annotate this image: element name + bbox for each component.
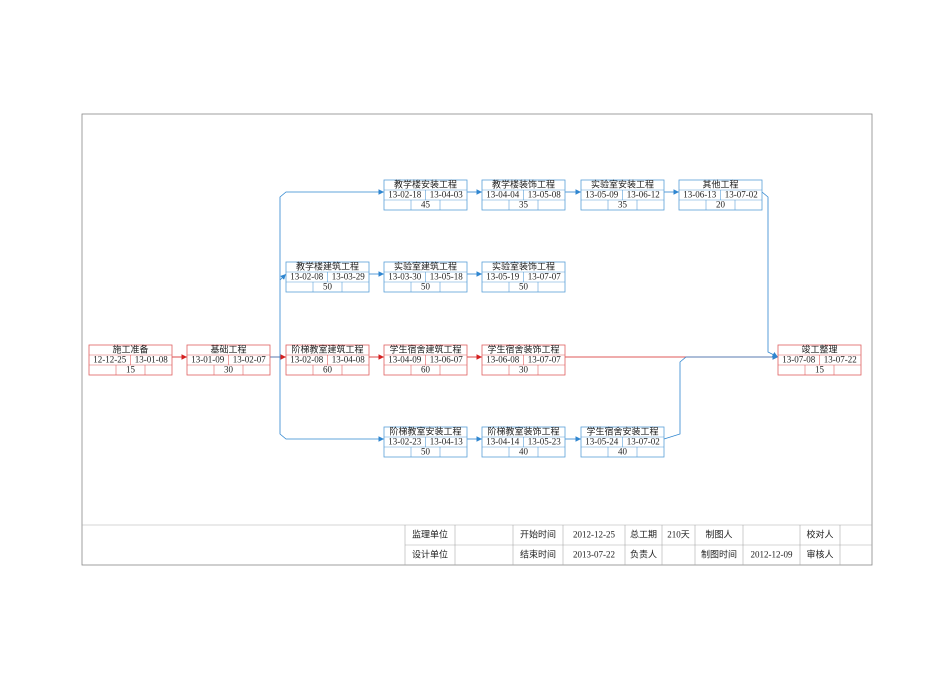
node-start: 13-02-08 bbox=[290, 355, 323, 365]
node-end: 13-06-12 bbox=[627, 190, 660, 200]
node-name: 教学楼装饰工程 bbox=[492, 179, 555, 190]
node-start: 13-03-30 bbox=[388, 272, 421, 282]
node-duration: 30 bbox=[519, 365, 529, 375]
title-block-cell: 210天 bbox=[667, 530, 690, 540]
title-block-cell: 2013-07-22 bbox=[573, 550, 615, 560]
node-name: 教学楼建筑工程 bbox=[296, 261, 359, 272]
title-block-cell: 负责人 bbox=[630, 549, 657, 560]
title-block-cell: 审核人 bbox=[806, 549, 833, 560]
title-block-cell: 监理单位 bbox=[412, 529, 448, 540]
node-end: 13-06-07 bbox=[430, 355, 463, 365]
node-name: 实验室安装工程 bbox=[591, 179, 654, 190]
node-duration: 30 bbox=[224, 365, 234, 375]
title-block-cell: 制图人 bbox=[705, 529, 732, 540]
node-duration: 15 bbox=[815, 365, 825, 375]
node-name: 学生宿舍建筑工程 bbox=[389, 344, 461, 355]
title-block-cell: 2012-12-25 bbox=[573, 530, 615, 540]
node-duration: 40 bbox=[618, 447, 628, 457]
edge bbox=[279, 273, 287, 281]
node-start: 13-02-08 bbox=[290, 272, 323, 282]
node-start: 13-06-13 bbox=[683, 190, 716, 200]
node-duration: 50 bbox=[519, 282, 529, 292]
title-block-cell: 设计单位 bbox=[412, 549, 448, 560]
node-name: 竣工整理 bbox=[801, 344, 837, 355]
node-name: 阶梯教室装饰工程 bbox=[487, 426, 559, 437]
node-start: 13-02-18 bbox=[388, 190, 421, 200]
edge bbox=[761, 191, 779, 358]
node-duration: 40 bbox=[519, 447, 529, 457]
node-start: 13-04-09 bbox=[388, 355, 421, 365]
node-name: 实验室建筑工程 bbox=[394, 261, 457, 272]
node-start: 13-05-24 bbox=[585, 437, 618, 447]
node-end: 13-05-18 bbox=[430, 272, 463, 282]
node-name: 施工准备 bbox=[112, 344, 148, 355]
node-end: 13-07-07 bbox=[528, 272, 561, 282]
node-start: 13-04-04 bbox=[486, 190, 519, 200]
frame bbox=[81, 113, 873, 566]
node-end: 13-02-07 bbox=[233, 355, 266, 365]
node-duration: 20 bbox=[716, 200, 726, 210]
node-duration: 60 bbox=[323, 365, 333, 375]
node-name: 阶梯教室安装工程 bbox=[389, 426, 461, 437]
node-name: 学生宿舍装饰工程 bbox=[487, 344, 559, 355]
title-block-cell: 总工期 bbox=[630, 529, 657, 540]
node-start: 13-01-09 bbox=[191, 355, 224, 365]
node-start: 13-04-14 bbox=[486, 437, 519, 447]
node-end: 13-03-29 bbox=[332, 272, 365, 282]
node-end: 13-07-02 bbox=[725, 190, 758, 200]
node-duration: 45 bbox=[421, 200, 431, 210]
edge bbox=[279, 357, 384, 442]
node-end: 13-04-08 bbox=[332, 355, 365, 365]
node-end: 13-04-13 bbox=[430, 437, 463, 447]
node-start: 13-07-08 bbox=[782, 355, 815, 365]
node-name: 阶梯教室建筑工程 bbox=[291, 344, 363, 355]
node-start: 13-02-23 bbox=[388, 437, 421, 447]
node-start: 12-12-25 bbox=[93, 355, 126, 365]
node-name: 学生宿舍安装工程 bbox=[586, 426, 658, 437]
node-end: 13-01-08 bbox=[135, 355, 168, 365]
title-block-cell: 校对人 bbox=[806, 529, 833, 540]
node-end: 13-07-02 bbox=[627, 437, 660, 447]
title-block-cell: 制图时间 bbox=[701, 549, 737, 560]
node-start: 13-05-09 bbox=[585, 190, 618, 200]
node-duration: 50 bbox=[421, 282, 431, 292]
node-end: 13-05-23 bbox=[528, 437, 561, 447]
node-name: 实验室装饰工程 bbox=[492, 261, 555, 272]
node-duration: 60 bbox=[421, 365, 431, 375]
node-start: 13-05-19 bbox=[486, 272, 519, 282]
node-name: 其他工程 bbox=[702, 179, 738, 190]
node-duration: 35 bbox=[618, 200, 628, 210]
title-block-cell: 2012-12-09 bbox=[751, 550, 793, 560]
node-end: 13-04-03 bbox=[430, 190, 463, 200]
node-end: 13-07-07 bbox=[528, 355, 561, 365]
node-name: 基础工程 bbox=[210, 344, 246, 355]
title-block-cell: 开始时间 bbox=[520, 529, 556, 540]
node-end: 13-07-22 bbox=[824, 355, 857, 365]
node-start: 13-06-08 bbox=[486, 355, 519, 365]
title-block-cell: 结束时间 bbox=[520, 549, 556, 560]
node-duration: 50 bbox=[323, 282, 333, 292]
node-name: 教学楼安装工程 bbox=[394, 179, 457, 190]
node-duration: 50 bbox=[421, 447, 431, 457]
node-duration: 35 bbox=[519, 200, 529, 210]
edge bbox=[270, 189, 384, 358]
node-end: 13-05-08 bbox=[528, 190, 561, 200]
node-duration: 15 bbox=[126, 365, 136, 375]
edge bbox=[663, 354, 778, 440]
